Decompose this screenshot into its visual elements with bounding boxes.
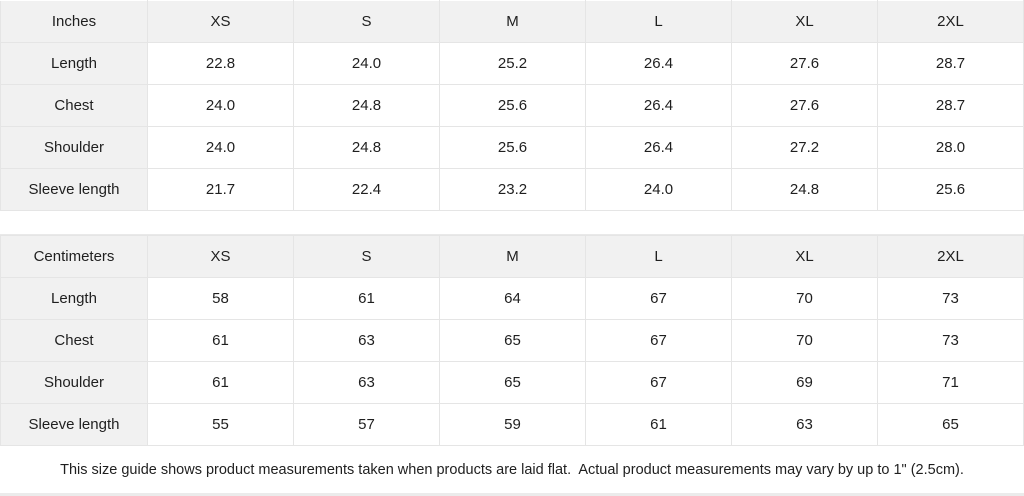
- header-row: Inches XS S M L XL 2XL: [0, 0, 1024, 43]
- value-cell: 24.8: [293, 84, 440, 127]
- value-cell: 67: [585, 361, 732, 404]
- value-cell: 65: [877, 403, 1024, 446]
- value-cell: 70: [731, 277, 878, 320]
- value-cell: 27.6: [731, 84, 878, 127]
- value-cell: 25.2: [439, 42, 586, 85]
- unit-header-cell: Centimeters: [0, 235, 148, 278]
- value-cell: 69: [731, 361, 878, 404]
- value-cell: 73: [877, 277, 1024, 320]
- size-header-cell: L: [585, 0, 732, 43]
- value-cell: 67: [585, 277, 732, 320]
- value-cell: 23.2: [439, 168, 586, 211]
- size-header-cell: M: [439, 0, 586, 43]
- size-header-cell: S: [293, 235, 440, 278]
- value-cell: 63: [293, 319, 440, 362]
- table-row: Sleeve length 21.7 22.4 23.2 24.0 24.8 2…: [0, 168, 1024, 211]
- header-row: Centimeters XS S M L XL 2XL: [0, 235, 1024, 278]
- size-header-cell: M: [439, 235, 586, 278]
- value-cell: 61: [147, 361, 294, 404]
- value-cell: 57: [293, 403, 440, 446]
- table-row: Chest 61 63 65 67 70 73: [0, 319, 1024, 362]
- row-label-cell: Chest: [0, 84, 148, 127]
- value-cell: 61: [293, 277, 440, 320]
- size-header-cell: XL: [731, 235, 878, 278]
- row-label-cell: Chest: [0, 319, 148, 362]
- value-cell: 24.0: [147, 84, 294, 127]
- centimeters-size-table: Centimeters XS S M L XL 2XL Length 58 61…: [0, 235, 1024, 446]
- inches-size-table: Inches XS S M L XL 2XL Length 22.8 24.0 …: [0, 0, 1024, 211]
- value-cell: 27.2: [731, 126, 878, 169]
- row-label-cell: Sleeve length: [0, 403, 148, 446]
- size-header-cell: S: [293, 0, 440, 43]
- unit-header-cell: Inches: [0, 0, 148, 43]
- size-header-cell: 2XL: [877, 0, 1024, 43]
- value-cell: 65: [439, 361, 586, 404]
- value-cell: 67: [585, 319, 732, 362]
- value-cell: 28.7: [877, 42, 1024, 85]
- value-cell: 25.6: [877, 168, 1024, 211]
- table-row: Length 58 61 64 67 70 73: [0, 277, 1024, 320]
- table-row: Chest 24.0 24.8 25.6 26.4 27.6 28.7: [0, 84, 1024, 127]
- size-header-cell: 2XL: [877, 235, 1024, 278]
- value-cell: 22.8: [147, 42, 294, 85]
- value-cell: 63: [293, 361, 440, 404]
- size-header-cell: XS: [147, 235, 294, 278]
- bottom-divider: [0, 493, 1024, 496]
- row-label-cell: Length: [0, 42, 148, 85]
- value-cell: 22.4: [293, 168, 440, 211]
- value-cell: 25.6: [439, 84, 586, 127]
- value-cell: 24.8: [731, 168, 878, 211]
- row-label-cell: Shoulder: [0, 361, 148, 404]
- value-cell: 28.0: [877, 126, 1024, 169]
- table-row: Shoulder 24.0 24.8 25.6 26.4 27.2 28.0: [0, 126, 1024, 169]
- row-label-cell: Sleeve length: [0, 168, 148, 211]
- value-cell: 64: [439, 277, 586, 320]
- footer-note: This size guide shows product measuremen…: [0, 446, 1024, 493]
- table-gap: [0, 211, 1024, 235]
- value-cell: 26.4: [585, 42, 732, 85]
- table-row: Length 22.8 24.0 25.2 26.4 27.6 28.7: [0, 42, 1024, 85]
- value-cell: 73: [877, 319, 1024, 362]
- value-cell: 26.4: [585, 84, 732, 127]
- value-cell: 25.6: [439, 126, 586, 169]
- size-header-cell: XS: [147, 0, 294, 43]
- value-cell: 58: [147, 277, 294, 320]
- value-cell: 61: [147, 319, 294, 362]
- value-cell: 65: [439, 319, 586, 362]
- value-cell: 61: [585, 403, 732, 446]
- value-cell: 24.0: [293, 42, 440, 85]
- row-label-cell: Length: [0, 277, 148, 320]
- value-cell: 55: [147, 403, 294, 446]
- value-cell: 26.4: [585, 126, 732, 169]
- size-header-cell: L: [585, 235, 732, 278]
- value-cell: 71: [877, 361, 1024, 404]
- value-cell: 24.0: [585, 168, 732, 211]
- value-cell: 27.6: [731, 42, 878, 85]
- value-cell: 24.0: [147, 126, 294, 169]
- value-cell: 28.7: [877, 84, 1024, 127]
- table-row: Shoulder 61 63 65 67 69 71: [0, 361, 1024, 404]
- row-label-cell: Shoulder: [0, 126, 148, 169]
- size-header-cell: XL: [731, 0, 878, 43]
- table-row: Sleeve length 55 57 59 61 63 65: [0, 403, 1024, 446]
- value-cell: 24.8: [293, 126, 440, 169]
- value-cell: 21.7: [147, 168, 294, 211]
- value-cell: 63: [731, 403, 878, 446]
- value-cell: 59: [439, 403, 586, 446]
- value-cell: 70: [731, 319, 878, 362]
